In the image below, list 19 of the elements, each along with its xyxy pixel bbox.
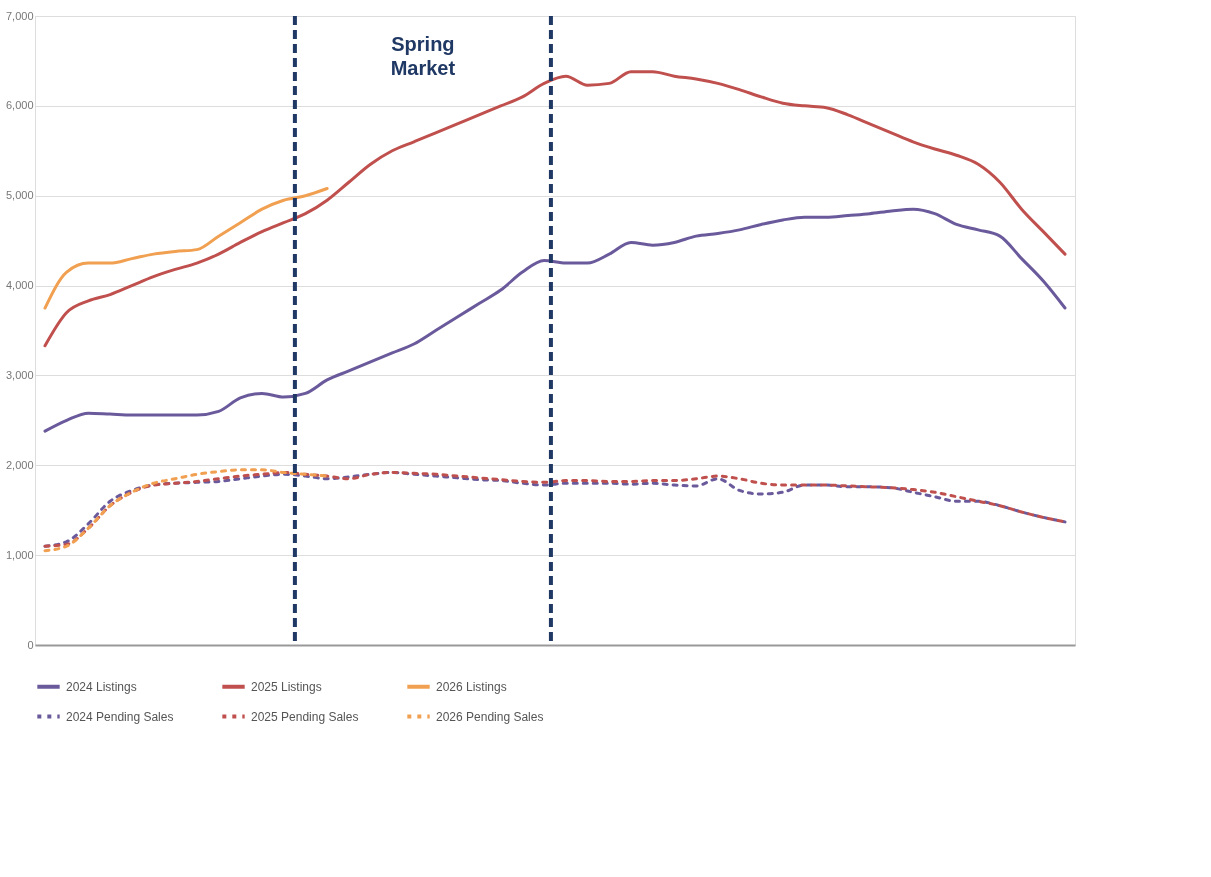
y-tick-label: 4,000	[5, 279, 34, 292]
line-series	[43, 187, 329, 310]
legend-label: 2026 Pending Sales	[436, 709, 544, 724]
y-tick-label: 7,000	[5, 9, 34, 22]
line-series	[43, 468, 329, 553]
y-tick-label: 3,000	[5, 368, 34, 381]
annotation: Spring Market	[390, 32, 456, 79]
legend-label: 2024 Pending Sales	[66, 709, 174, 724]
y-tick-label: 0	[27, 638, 34, 651]
line-series	[43, 470, 1067, 548]
legend-label: 2024 Listings	[66, 679, 137, 694]
y-tick-label: 5,000	[5, 189, 34, 202]
legend-label: 2026 Listings	[436, 679, 507, 694]
legend-label: 2025 Listings	[251, 679, 322, 694]
y-tick-label: 1,000	[5, 548, 34, 561]
line-series	[43, 207, 1067, 433]
y-tick-label: 2,000	[5, 458, 34, 471]
y-tick-label: 6,000	[5, 99, 34, 112]
legend-label: 2025 Pending Sales	[251, 709, 359, 724]
